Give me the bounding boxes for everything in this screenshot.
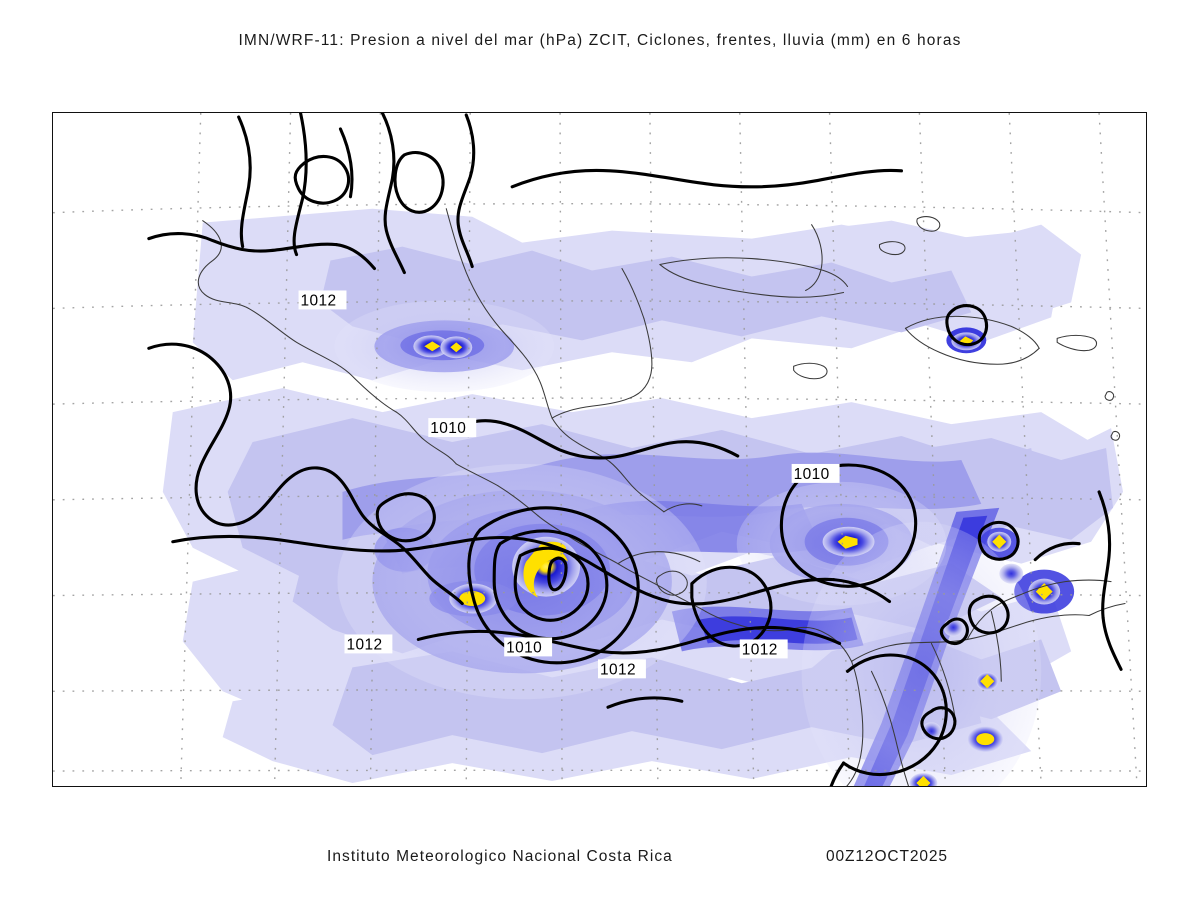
graticule xyxy=(53,113,1146,786)
map-frame: 1012 1010 1010 1012 1010 1012 1012 1014 xyxy=(52,112,1147,787)
isobar-label: 1010 xyxy=(430,420,466,437)
page-title: IMN/WRF-11: Presion a nivel del mar (hPa… xyxy=(238,32,962,49)
isobars xyxy=(147,113,1123,786)
isobar-label: 1012 xyxy=(301,292,337,309)
isobar-label: 1012 xyxy=(600,661,636,678)
weather-map: 1012 1010 1010 1012 1010 1012 1012 1014 xyxy=(53,113,1146,786)
isobar-label: 1010 xyxy=(794,466,830,483)
isobar-label: 1012 xyxy=(346,636,382,653)
isobar-labels: 1012 1010 1010 1012 1010 1012 1012 1014 xyxy=(298,290,840,678)
footer-institute: Instituto Meteorologico Nacional Costa R… xyxy=(327,848,673,865)
isobar-label: 1010 xyxy=(506,639,542,656)
footer-valid-time: 00Z12OCT2025 xyxy=(826,848,948,865)
isobar-label: 1012 xyxy=(742,641,778,658)
coastlines xyxy=(197,208,1126,786)
